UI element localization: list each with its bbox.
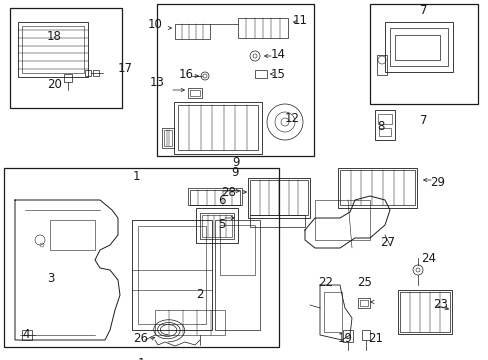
Text: 23: 23: [432, 298, 447, 311]
Bar: [174, 102, 262, 154]
Bar: [220, 225, 254, 275]
Bar: [196, 208, 238, 243]
Bar: [50, 220, 95, 250]
Bar: [138, 226, 205, 324]
Text: 29: 29: [429, 176, 444, 189]
Text: 9: 9: [231, 166, 238, 179]
Text: 26: 26: [133, 332, 148, 345]
Text: 11: 11: [292, 13, 307, 27]
Bar: [202, 215, 231, 237]
Bar: [314, 200, 369, 240]
Bar: [376, 55, 386, 75]
Bar: [64, 74, 72, 82]
Bar: [324, 292, 341, 332]
Bar: [187, 88, 202, 98]
Bar: [157, 4, 313, 156]
Bar: [342, 330, 352, 342]
Text: 22: 22: [317, 276, 332, 289]
Bar: [22, 26, 84, 73]
Bar: [359, 300, 367, 306]
Bar: [4, 168, 279, 347]
Bar: [357, 298, 369, 308]
Text: 4: 4: [22, 328, 30, 341]
Text: 15: 15: [270, 68, 285, 81]
Bar: [394, 35, 439, 60]
Bar: [254, 70, 266, 78]
Bar: [247, 178, 309, 218]
Text: 6: 6: [218, 194, 225, 207]
Bar: [93, 70, 99, 76]
Bar: [162, 128, 174, 148]
Text: 24: 24: [420, 252, 435, 265]
Bar: [378, 128, 390, 136]
Bar: [10, 8, 122, 108]
Bar: [249, 180, 307, 215]
Text: 13: 13: [150, 77, 164, 90]
Text: 20: 20: [47, 77, 62, 90]
Text: 19: 19: [337, 332, 352, 345]
Text: 12: 12: [285, 112, 299, 125]
Text: 18: 18: [47, 30, 62, 42]
Text: 28: 28: [221, 185, 236, 198]
Bar: [163, 130, 172, 146]
Bar: [339, 170, 414, 205]
Bar: [384, 22, 452, 72]
Bar: [155, 310, 224, 335]
Text: 5: 5: [218, 219, 225, 231]
Text: 21: 21: [367, 332, 382, 345]
Bar: [190, 90, 200, 96]
Bar: [238, 18, 287, 38]
Text: 7: 7: [419, 4, 427, 17]
Text: 10: 10: [148, 18, 163, 31]
Text: 27: 27: [380, 237, 395, 249]
Text: 2: 2: [196, 288, 203, 302]
Bar: [377, 114, 391, 124]
Bar: [215, 220, 260, 330]
Text: 7: 7: [419, 114, 427, 127]
Bar: [374, 110, 394, 140]
Text: 3: 3: [47, 271, 55, 284]
Bar: [187, 188, 242, 205]
Bar: [361, 330, 369, 340]
Text: 8: 8: [377, 120, 384, 132]
Bar: [397, 290, 451, 334]
Bar: [200, 213, 234, 239]
Text: 17: 17: [118, 62, 133, 75]
Bar: [399, 292, 449, 332]
Bar: [337, 168, 416, 208]
Text: 16: 16: [179, 68, 194, 81]
Bar: [369, 4, 477, 104]
Bar: [175, 24, 209, 39]
Text: 1: 1: [132, 170, 140, 183]
Bar: [249, 215, 305, 227]
Text: 1: 1: [137, 357, 144, 360]
Bar: [85, 70, 91, 76]
Text: 14: 14: [270, 48, 285, 60]
Text: 9: 9: [232, 156, 239, 168]
Text: 25: 25: [356, 276, 371, 289]
Bar: [389, 28, 447, 66]
Bar: [22, 330, 32, 340]
Bar: [18, 22, 88, 77]
Bar: [178, 105, 258, 150]
Bar: [132, 220, 212, 330]
Bar: [190, 190, 240, 205]
